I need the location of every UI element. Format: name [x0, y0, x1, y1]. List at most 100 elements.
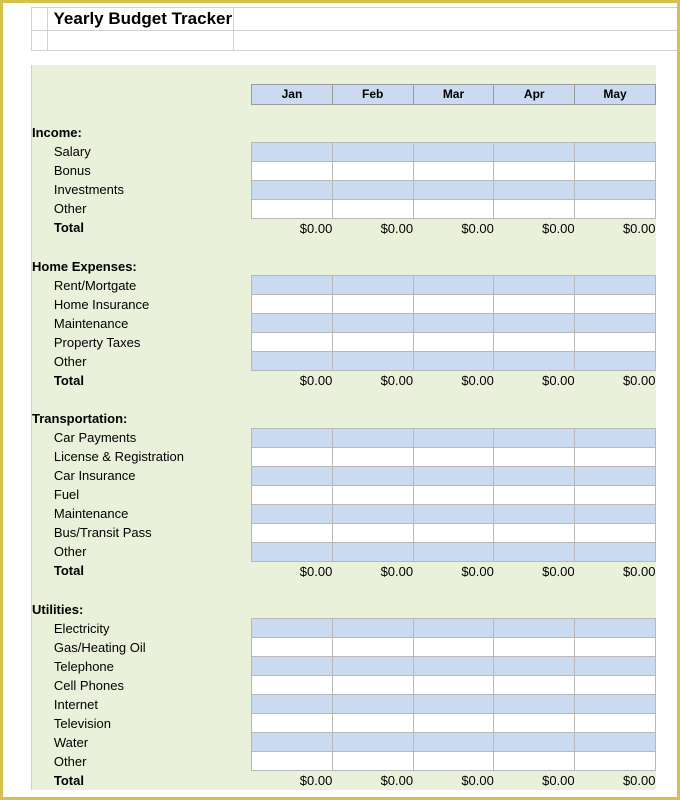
data-cell[interactable]	[413, 657, 494, 676]
data-cell[interactable]	[252, 333, 333, 352]
data-cell[interactable]	[413, 485, 494, 504]
data-cell[interactable]	[494, 333, 575, 352]
data-cell[interactable]	[332, 142, 413, 161]
data-cell[interactable]	[252, 504, 333, 523]
data-cell[interactable]	[413, 352, 494, 371]
data-cell[interactable]	[332, 523, 413, 542]
data-cell[interactable]	[332, 180, 413, 199]
data-cell[interactable]	[332, 752, 413, 771]
data-cell[interactable]	[252, 276, 333, 295]
data-cell[interactable]	[413, 199, 494, 218]
data-cell[interactable]	[494, 295, 575, 314]
data-cell[interactable]	[332, 733, 413, 752]
data-cell[interactable]	[413, 695, 494, 714]
data-cell[interactable]	[332, 638, 413, 657]
data-cell[interactable]	[332, 276, 413, 295]
data-cell[interactable]	[494, 542, 575, 561]
data-cell[interactable]	[332, 295, 413, 314]
data-cell[interactable]	[494, 428, 575, 447]
data-cell[interactable]	[252, 428, 333, 447]
data-cell[interactable]	[252, 466, 333, 485]
data-cell[interactable]	[494, 657, 575, 676]
data-cell[interactable]	[252, 447, 333, 466]
data-cell[interactable]	[332, 352, 413, 371]
data-cell[interactable]	[575, 333, 656, 352]
data-cell[interactable]	[494, 180, 575, 199]
data-cell[interactable]	[413, 333, 494, 352]
data-cell[interactable]	[575, 314, 656, 333]
data-cell[interactable]	[332, 542, 413, 561]
data-cell[interactable]	[413, 314, 494, 333]
data-cell[interactable]	[494, 504, 575, 523]
data-cell[interactable]	[252, 657, 333, 676]
data-cell[interactable]	[332, 314, 413, 333]
data-cell[interactable]	[494, 447, 575, 466]
data-cell[interactable]	[494, 638, 575, 657]
data-cell[interactable]	[332, 695, 413, 714]
data-cell[interactable]	[332, 428, 413, 447]
data-cell[interactable]	[575, 542, 656, 561]
data-cell[interactable]	[575, 352, 656, 371]
data-cell[interactable]	[332, 619, 413, 638]
data-cell[interactable]	[252, 676, 333, 695]
data-cell[interactable]	[575, 695, 656, 714]
data-cell[interactable]	[332, 466, 413, 485]
data-cell[interactable]	[252, 161, 333, 180]
data-cell[interactable]	[413, 714, 494, 733]
data-cell[interactable]	[494, 695, 575, 714]
data-cell[interactable]	[252, 314, 333, 333]
data-cell[interactable]	[575, 199, 656, 218]
data-cell[interactable]	[494, 676, 575, 695]
data-cell[interactable]	[575, 161, 656, 180]
data-cell[interactable]	[575, 638, 656, 657]
data-cell[interactable]	[252, 352, 333, 371]
data-cell[interactable]	[252, 295, 333, 314]
data-cell[interactable]	[494, 314, 575, 333]
data-cell[interactable]	[413, 638, 494, 657]
data-cell[interactable]	[575, 504, 656, 523]
data-cell[interactable]	[575, 485, 656, 504]
data-cell[interactable]	[494, 142, 575, 161]
data-cell[interactable]	[494, 466, 575, 485]
data-cell[interactable]	[332, 714, 413, 733]
data-cell[interactable]	[575, 428, 656, 447]
data-cell[interactable]	[332, 199, 413, 218]
data-cell[interactable]	[332, 657, 413, 676]
data-cell[interactable]	[413, 180, 494, 199]
data-cell[interactable]	[575, 180, 656, 199]
data-cell[interactable]	[413, 504, 494, 523]
data-cell[interactable]	[494, 752, 575, 771]
data-cell[interactable]	[413, 542, 494, 561]
data-cell[interactable]	[494, 733, 575, 752]
data-cell[interactable]	[413, 142, 494, 161]
data-cell[interactable]	[575, 447, 656, 466]
data-cell[interactable]	[413, 295, 494, 314]
data-cell[interactable]	[575, 752, 656, 771]
data-cell[interactable]	[494, 276, 575, 295]
data-cell[interactable]	[332, 485, 413, 504]
data-cell[interactable]	[494, 523, 575, 542]
data-cell[interactable]	[252, 523, 333, 542]
data-cell[interactable]	[494, 161, 575, 180]
data-cell[interactable]	[332, 333, 413, 352]
data-cell[interactable]	[252, 733, 333, 752]
data-cell[interactable]	[575, 676, 656, 695]
data-cell[interactable]	[575, 733, 656, 752]
data-cell[interactable]	[494, 352, 575, 371]
data-cell[interactable]	[252, 638, 333, 657]
data-cell[interactable]	[413, 523, 494, 542]
data-cell[interactable]	[252, 619, 333, 638]
data-cell[interactable]	[332, 504, 413, 523]
data-cell[interactable]	[332, 447, 413, 466]
data-cell[interactable]	[575, 142, 656, 161]
data-cell[interactable]	[494, 619, 575, 638]
data-cell[interactable]	[252, 542, 333, 561]
data-cell[interactable]	[575, 466, 656, 485]
data-cell[interactable]	[413, 619, 494, 638]
data-cell[interactable]	[575, 657, 656, 676]
data-cell[interactable]	[252, 142, 333, 161]
data-cell[interactable]	[494, 199, 575, 218]
data-cell[interactable]	[252, 485, 333, 504]
data-cell[interactable]	[575, 295, 656, 314]
data-cell[interactable]	[413, 276, 494, 295]
